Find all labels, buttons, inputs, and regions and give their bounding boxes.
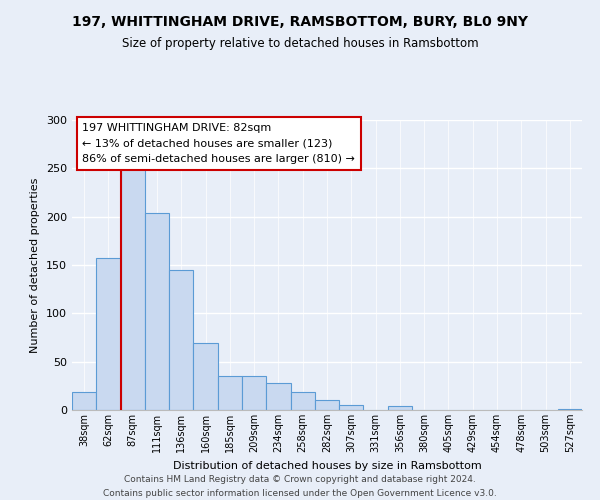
Bar [266,383,290,410]
Bar [339,405,364,410]
Bar [290,392,315,410]
Bar [388,406,412,410]
Bar [218,376,242,410]
Bar [315,400,339,410]
Text: Size of property relative to detached houses in Ramsbottom: Size of property relative to detached ho… [122,38,478,51]
Bar [242,376,266,410]
Bar [193,344,218,410]
X-axis label: Distribution of detached houses by size in Ramsbottom: Distribution of detached houses by size … [173,460,481,470]
Bar [72,392,96,410]
Bar [558,409,582,410]
Text: 197 WHITTINGHAM DRIVE: 82sqm
← 13% of detached houses are smaller (123)
86% of s: 197 WHITTINGHAM DRIVE: 82sqm ← 13% of de… [82,123,355,164]
Text: Contains HM Land Registry data © Crown copyright and database right 2024.
Contai: Contains HM Land Registry data © Crown c… [103,476,497,498]
Bar [169,270,193,410]
Y-axis label: Number of detached properties: Number of detached properties [31,178,40,352]
Bar [121,168,145,410]
Bar [145,213,169,410]
Text: 197, WHITTINGHAM DRIVE, RAMSBOTTOM, BURY, BL0 9NY: 197, WHITTINGHAM DRIVE, RAMSBOTTOM, BURY… [72,15,528,29]
Bar [96,258,121,410]
